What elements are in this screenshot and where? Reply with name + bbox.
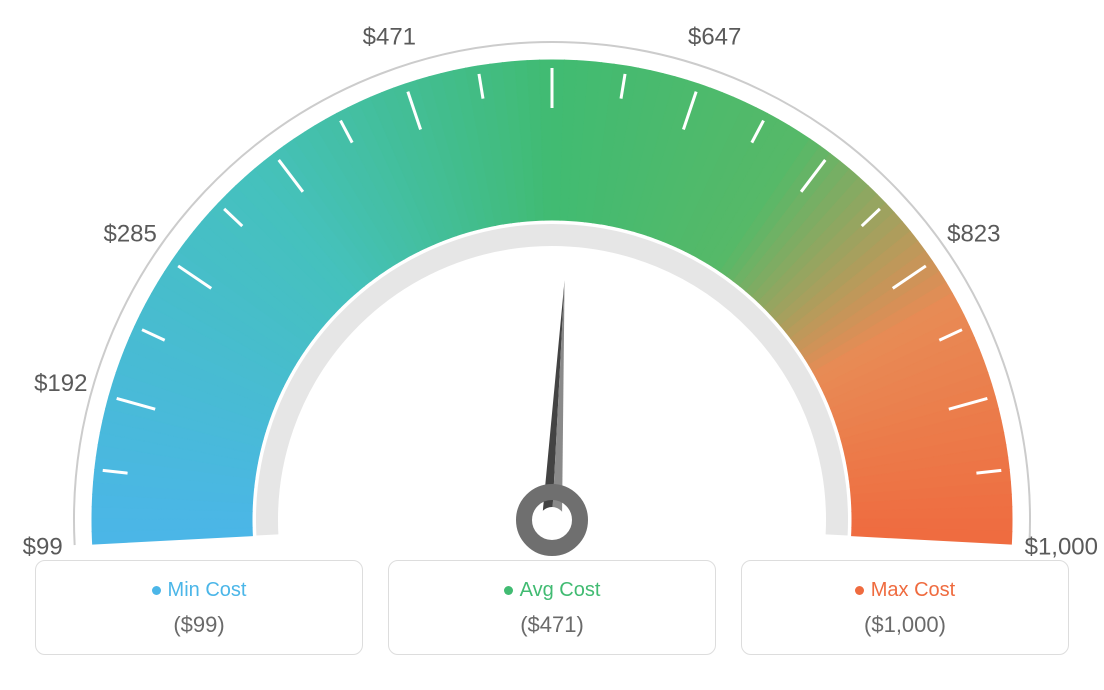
gauge-tick-label: $192 [34,370,87,397]
legend: Min Cost ($99) Avg Cost ($471) Max Cost … [0,560,1104,655]
legend-label-avg: Avg Cost [520,579,601,601]
gauge-svg: $99 $192 $285 $471 $647 $823 $1,000 [0,0,1104,560]
legend-dot-min [152,586,161,595]
legend-box-min: Min Cost ($99) [35,560,363,655]
legend-label-max: Max Cost [871,579,955,601]
legend-box-max: Max Cost ($1,000) [741,560,1069,655]
gauge-tick-label: $823 [947,220,1000,247]
legend-box-avg: Avg Cost ($471) [388,560,716,655]
legend-label-min: Min Cost [168,579,247,601]
legend-dot-max [855,586,864,595]
legend-title-min: Min Cost [36,579,362,602]
gauge-tick-label: $1,000 [1025,534,1098,560]
legend-title-max: Max Cost [742,579,1068,602]
gauge-tick-label: $285 [103,220,156,247]
legend-value-avg: ($471) [389,612,715,638]
gauge-tick-label: $647 [688,24,741,51]
cost-gauge: $99 $192 $285 $471 $647 $823 $1,000 [0,0,1104,560]
gauge-tick-label: $99 [23,534,63,560]
legend-title-avg: Avg Cost [389,579,715,602]
legend-dot-avg [504,586,513,595]
gauge-tick-label: $471 [363,24,416,51]
legend-value-min: ($99) [36,612,362,638]
legend-value-max: ($1,000) [742,612,1068,638]
